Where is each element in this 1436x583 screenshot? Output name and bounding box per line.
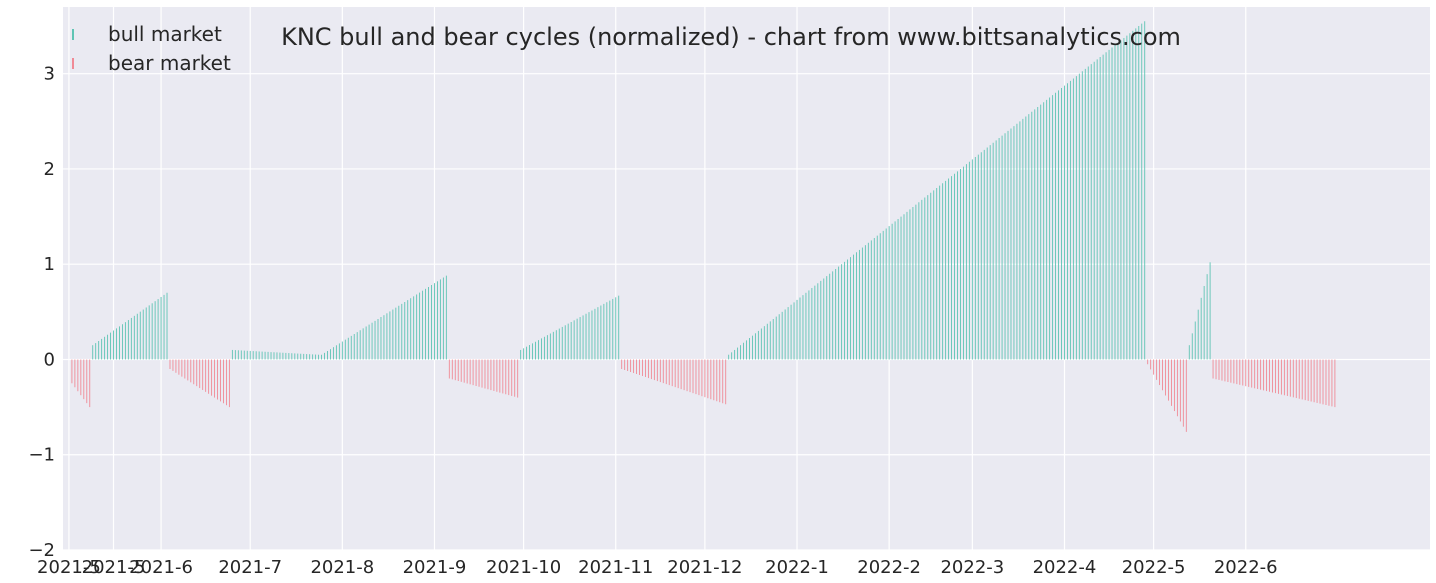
x-tick-label: 2021-10 bbox=[486, 557, 561, 578]
bars bbox=[71, 21, 1336, 432]
x-tick-label: 2021-7 bbox=[218, 557, 282, 578]
x-tick-label: 2022-1 bbox=[765, 557, 829, 578]
x-tick-label: 2022-3 bbox=[940, 557, 1004, 578]
y-tick-label: 3 bbox=[44, 64, 55, 85]
y-tick-label: 1 bbox=[44, 254, 55, 275]
y-tick-label: −2 bbox=[28, 540, 55, 561]
y-tick-label: 0 bbox=[44, 349, 55, 370]
x-tick-label: 2022-4 bbox=[1033, 557, 1097, 578]
x-tick-label: 2022-5 bbox=[1122, 557, 1186, 578]
x-tick-label: 2021-8 bbox=[310, 557, 374, 578]
legend: bull market bear market bbox=[72, 22, 231, 75]
plot-background bbox=[63, 7, 1430, 550]
x-tick-label: 2021-9 bbox=[403, 557, 467, 578]
y-tick-labels: −2 −1 0 1 2 3 bbox=[28, 64, 55, 561]
legend-bear-label: bear market bbox=[108, 51, 231, 75]
y-tick-label: 2 bbox=[44, 159, 55, 180]
x-tick-label: 2021-5 bbox=[82, 557, 146, 578]
x-tick-label: 2021-11 bbox=[578, 557, 653, 578]
x-tick-label: 2022-6 bbox=[1214, 557, 1278, 578]
x-tick-label: 2021-5 bbox=[37, 557, 101, 578]
legend-bull-label: bull market bbox=[108, 22, 222, 46]
x-tick-label: 2022-2 bbox=[857, 557, 921, 578]
x-tick-label: 2021-6 bbox=[129, 557, 193, 578]
y-tick-label: −1 bbox=[28, 445, 55, 466]
x-tick-label: 2021-12 bbox=[667, 557, 742, 578]
chart-title: KNC bull and bear cycles (normalized) - … bbox=[281, 23, 1181, 51]
